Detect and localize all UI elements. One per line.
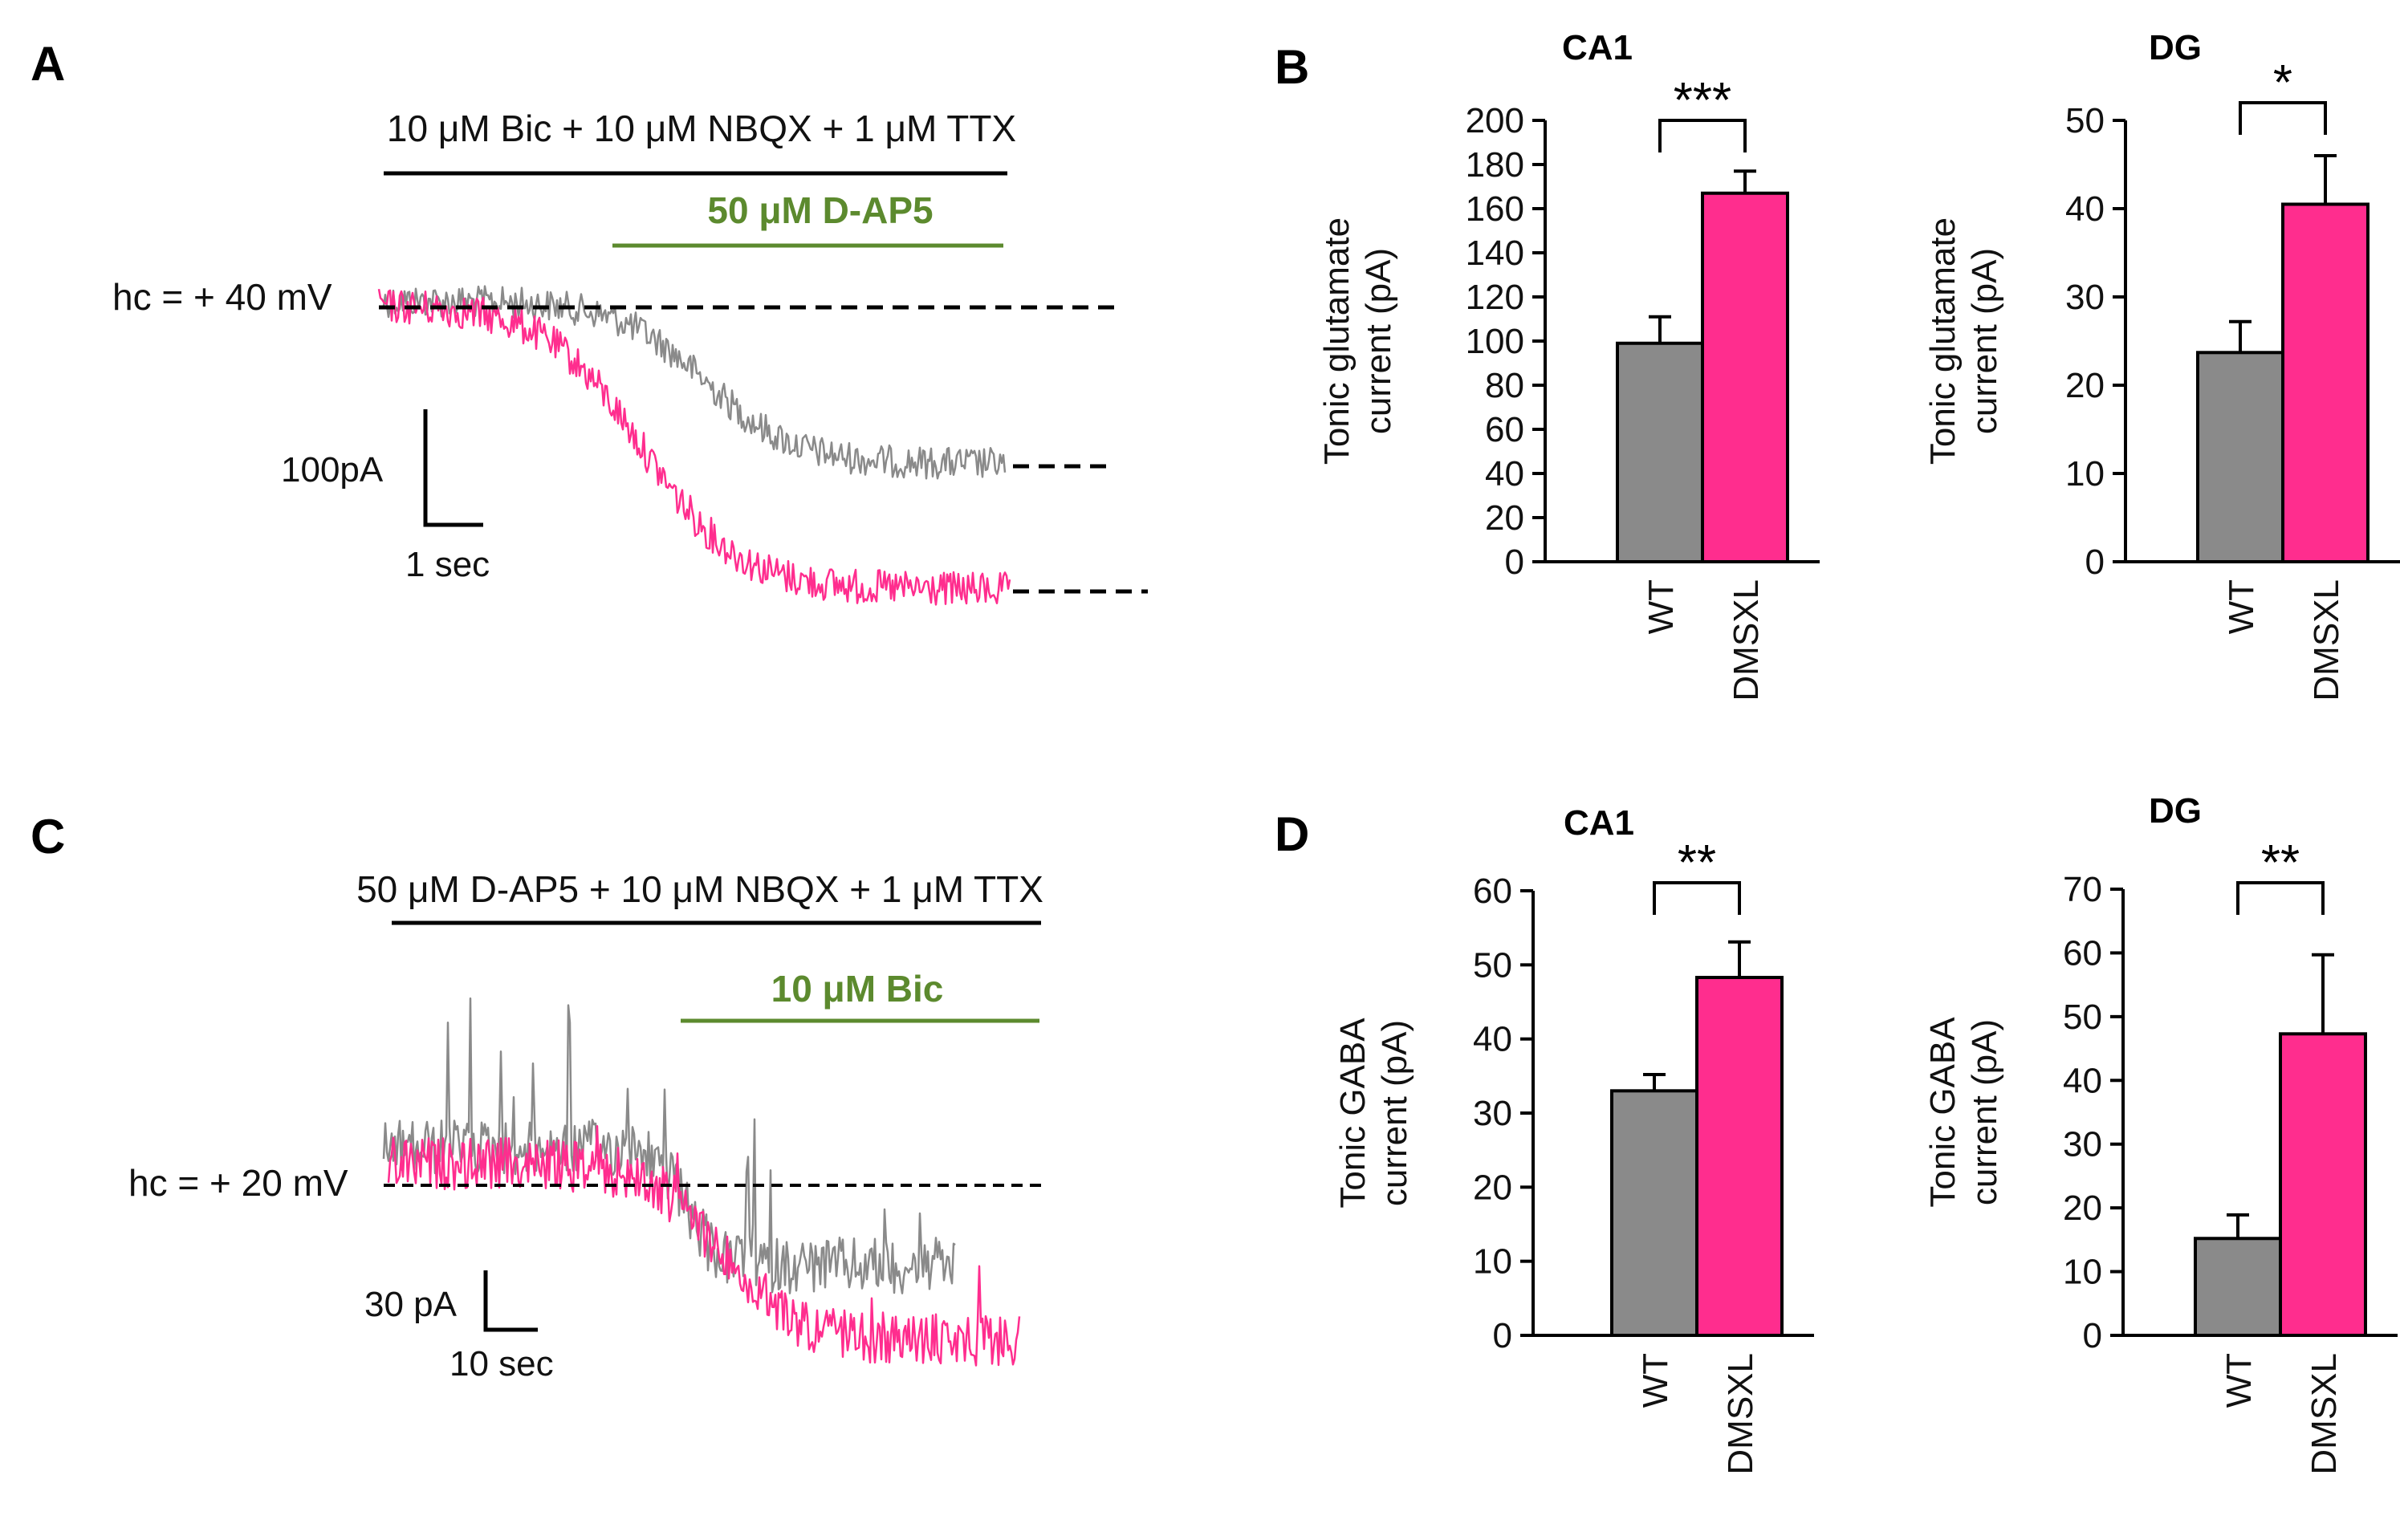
y-axis-label: Tonic GABAcurrent (pA) <box>1923 1017 2004 1208</box>
bar-chart-ca1-gaba: CA1 0 10 20 30 40 50 60 Tonic GABAcurrent (pA) WT… <box>1333 803 1814 1475</box>
y-tick-label: 60 <box>1485 410 1524 449</box>
bar-chart-dg-gaba: DG 0 10 20 30 40 50 60 70 Tonic GABAcurrent (pA) W… <box>1923 791 2398 1475</box>
y-axis-label-line: Tonic GABA <box>1333 1018 1373 1209</box>
y-tick-label: 0 <box>2085 542 2105 582</box>
scale-x-label-a: 1 sec <box>405 545 490 584</box>
drug-bar-label-c: 50 μM D-AP5 + 10 μM NBQX + 1 μM TTX <box>356 868 1043 910</box>
bar-dmsxl <box>2279 1032 2367 1337</box>
y-tick-label: 40 <box>1473 1020 1512 1059</box>
significance-stars: ** <box>2261 835 2300 891</box>
panel-label-a: A <box>31 37 65 91</box>
y-tick-label: 10 <box>2063 1253 2102 1292</box>
antagonist-label-a: 50 μM D-AP5 <box>707 189 933 231</box>
y-tick-label: 50 <box>1473 945 1512 985</box>
drug-bar-label-a: 10 μM Bic + 10 μM NBQX + 1 μM TTX <box>387 108 1016 149</box>
y-tick-label: 140 <box>1466 234 1524 273</box>
scale-bar-c <box>483 1270 538 1332</box>
y-tick-label: 0 <box>1493 1316 1512 1355</box>
y-tick-label: 50 <box>2065 101 2105 140</box>
significance-bracket <box>1653 881 1741 915</box>
trace-wt-a <box>382 285 1007 480</box>
y-tick-label: 20 <box>2065 366 2105 405</box>
y-tick-label: 180 <box>1466 145 1524 185</box>
significance-bracket <box>1658 119 1747 152</box>
y-axis-label-line: current (pA) <box>1359 248 1398 434</box>
significance-bracket <box>2236 881 2325 915</box>
bar-chart-dg-glutamate: DG 0 10 20 30 40 50 Tonic glutamatecurrent (pA)… <box>1923 28 2400 701</box>
y-tick-label: 30 <box>2065 278 2105 317</box>
y-tick-label: 200 <box>1466 101 1524 140</box>
y-tick-label: 70 <box>2063 870 2102 909</box>
bar-wt <box>1610 1089 1698 1338</box>
bar-wt <box>2194 1237 2282 1337</box>
holding-potential-label-a: hc = + 40 mV <box>112 276 332 318</box>
panel-label-b: B <box>1275 40 1309 94</box>
bar-wt <box>2196 351 2284 563</box>
chart-title: CA1 <box>1564 803 1634 843</box>
y-axis-label-line: current (pA) <box>1965 248 2004 434</box>
chart-title: CA1 <box>1562 28 1633 67</box>
y-tick-label: 0 <box>1505 542 1524 582</box>
holding-potential-label-c: hc = + 20 mV <box>128 1162 348 1204</box>
chart-title: DG <box>2149 791 2202 831</box>
y-tick-label: 0 <box>2083 1316 2102 1355</box>
y-tick-label: 30 <box>1473 1094 1512 1133</box>
panel-label-c: C <box>31 810 65 863</box>
category-label-dmsxl: DMSXL <box>1727 579 1766 701</box>
y-tick-label: 80 <box>1485 366 1524 405</box>
significance-stars: ** <box>1678 835 1716 891</box>
y-tick-label: 20 <box>2063 1189 2102 1228</box>
category-label-wt: WT <box>1636 1353 1675 1408</box>
category-label-dmsxl: DMSXL <box>2307 579 2346 701</box>
chart-title: DG <box>2149 28 2202 67</box>
panel-a: A 10 μM Bic + 10 μM NBQX + 1 μM TTX 50 μ… <box>31 37 1148 606</box>
category-label-dmsxl: DMSXL <box>1721 1353 1760 1475</box>
bar-dmsxl <box>1695 976 1784 1338</box>
y-tick-label: 10 <box>1473 1242 1512 1282</box>
y-axis-label-line: Tonic glutamate <box>1923 217 1963 465</box>
y-tick-label: 120 <box>1466 278 1524 317</box>
y-axis-label-line: Tonic GABA <box>1923 1017 1963 1208</box>
y-tick-label: 20 <box>1473 1168 1512 1207</box>
y-tick-label: 60 <box>1473 872 1512 911</box>
scale-x-label-c: 10 sec <box>449 1344 554 1384</box>
category-label-dmsxl: DMSXL <box>2304 1353 2344 1475</box>
bar-dmsxl <box>1701 191 1789 563</box>
bar-dmsxl <box>2281 202 2369 563</box>
bar-wt <box>1616 341 1704 563</box>
scale-y-label-a: 100pA <box>281 450 384 490</box>
y-tick-label: 10 <box>2065 454 2105 494</box>
y-tick-label: 60 <box>2063 933 2102 973</box>
y-axis-label: Tonic glutamatecurrent (pA) <box>1317 217 1398 465</box>
y-axis-label: Tonic GABAcurrent (pA) <box>1333 1018 1414 1209</box>
scale-bar-a <box>423 409 483 527</box>
y-tick-label: 160 <box>1466 189 1524 229</box>
y-tick-label: 40 <box>2065 189 2105 229</box>
y-axis-label-line: Tonic glutamate <box>1317 217 1357 465</box>
trace-wt-c <box>382 997 956 1294</box>
trace-dmsxl-c <box>387 1125 1021 1367</box>
y-axis-label: Tonic glutamatecurrent (pA) <box>1923 217 2004 465</box>
y-tick-label: 30 <box>2063 1125 2102 1164</box>
y-axis-label-line: current (pA) <box>1965 1019 2004 1205</box>
trace-dmsxl-a <box>377 288 1011 606</box>
category-label-wt: WT <box>2222 579 2261 634</box>
y-tick-label: 100 <box>1466 322 1524 361</box>
panel-c: C 50 μM D-AP5 + 10 μM NBQX + 1 μM TTX 10… <box>31 810 1043 1384</box>
y-tick-label: 40 <box>1485 454 1524 494</box>
category-label-wt: WT <box>1641 579 1681 634</box>
significance-stars: * <box>2273 55 2292 111</box>
significance-stars: *** <box>1674 73 1731 128</box>
significance-bracket <box>2239 101 2327 135</box>
category-label-wt: WT <box>2219 1353 2259 1408</box>
panel-label-d: D <box>1275 807 1309 861</box>
scale-y-label-c: 30 pA <box>364 1285 458 1324</box>
y-tick-label: 50 <box>2063 998 2102 1037</box>
antagonist-label-c: 10 μM Bic <box>771 968 944 1010</box>
y-tick-label: 20 <box>1485 498 1524 538</box>
y-tick-label: 40 <box>2063 1061 2102 1100</box>
y-axis-label-line: current (pA) <box>1375 1020 1414 1206</box>
